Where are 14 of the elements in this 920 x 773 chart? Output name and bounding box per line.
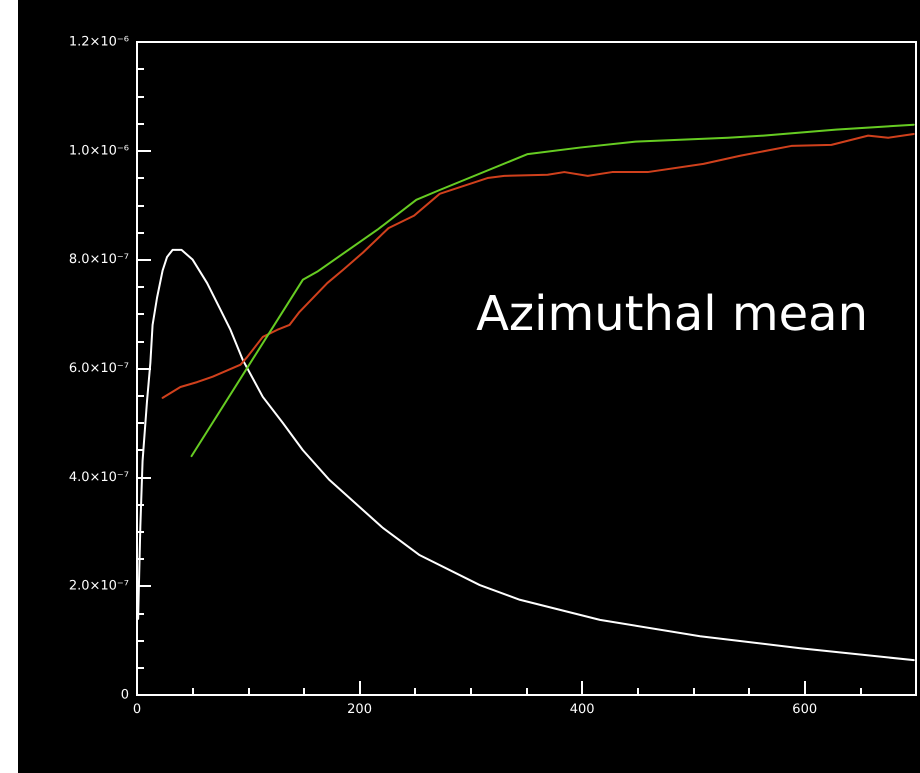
line-series xyxy=(190,124,915,458)
y-tick-label: 1.0×10⁻⁶ xyxy=(68,143,129,158)
annotation: Azimuthal mean xyxy=(476,286,868,342)
line-series xyxy=(162,132,915,399)
y-tick-label: 2.0×10⁻⁷ xyxy=(68,578,129,594)
x-tick-label: 400 xyxy=(570,702,595,717)
y-tick-label: 8.0×10⁻⁷ xyxy=(68,252,129,268)
x-tick-label: 600 xyxy=(792,702,818,717)
x-tick-label: 200 xyxy=(347,702,372,717)
y-tick-label: 0 xyxy=(120,688,129,702)
y-tick-label: 1.2×10⁻⁶ xyxy=(68,34,129,50)
x-tick-label: 0 xyxy=(132,702,142,717)
y-tick-label: 4.0×10⁻⁷ xyxy=(68,470,129,485)
y-tick-label: 6.0×10⁻⁷ xyxy=(68,361,129,376)
